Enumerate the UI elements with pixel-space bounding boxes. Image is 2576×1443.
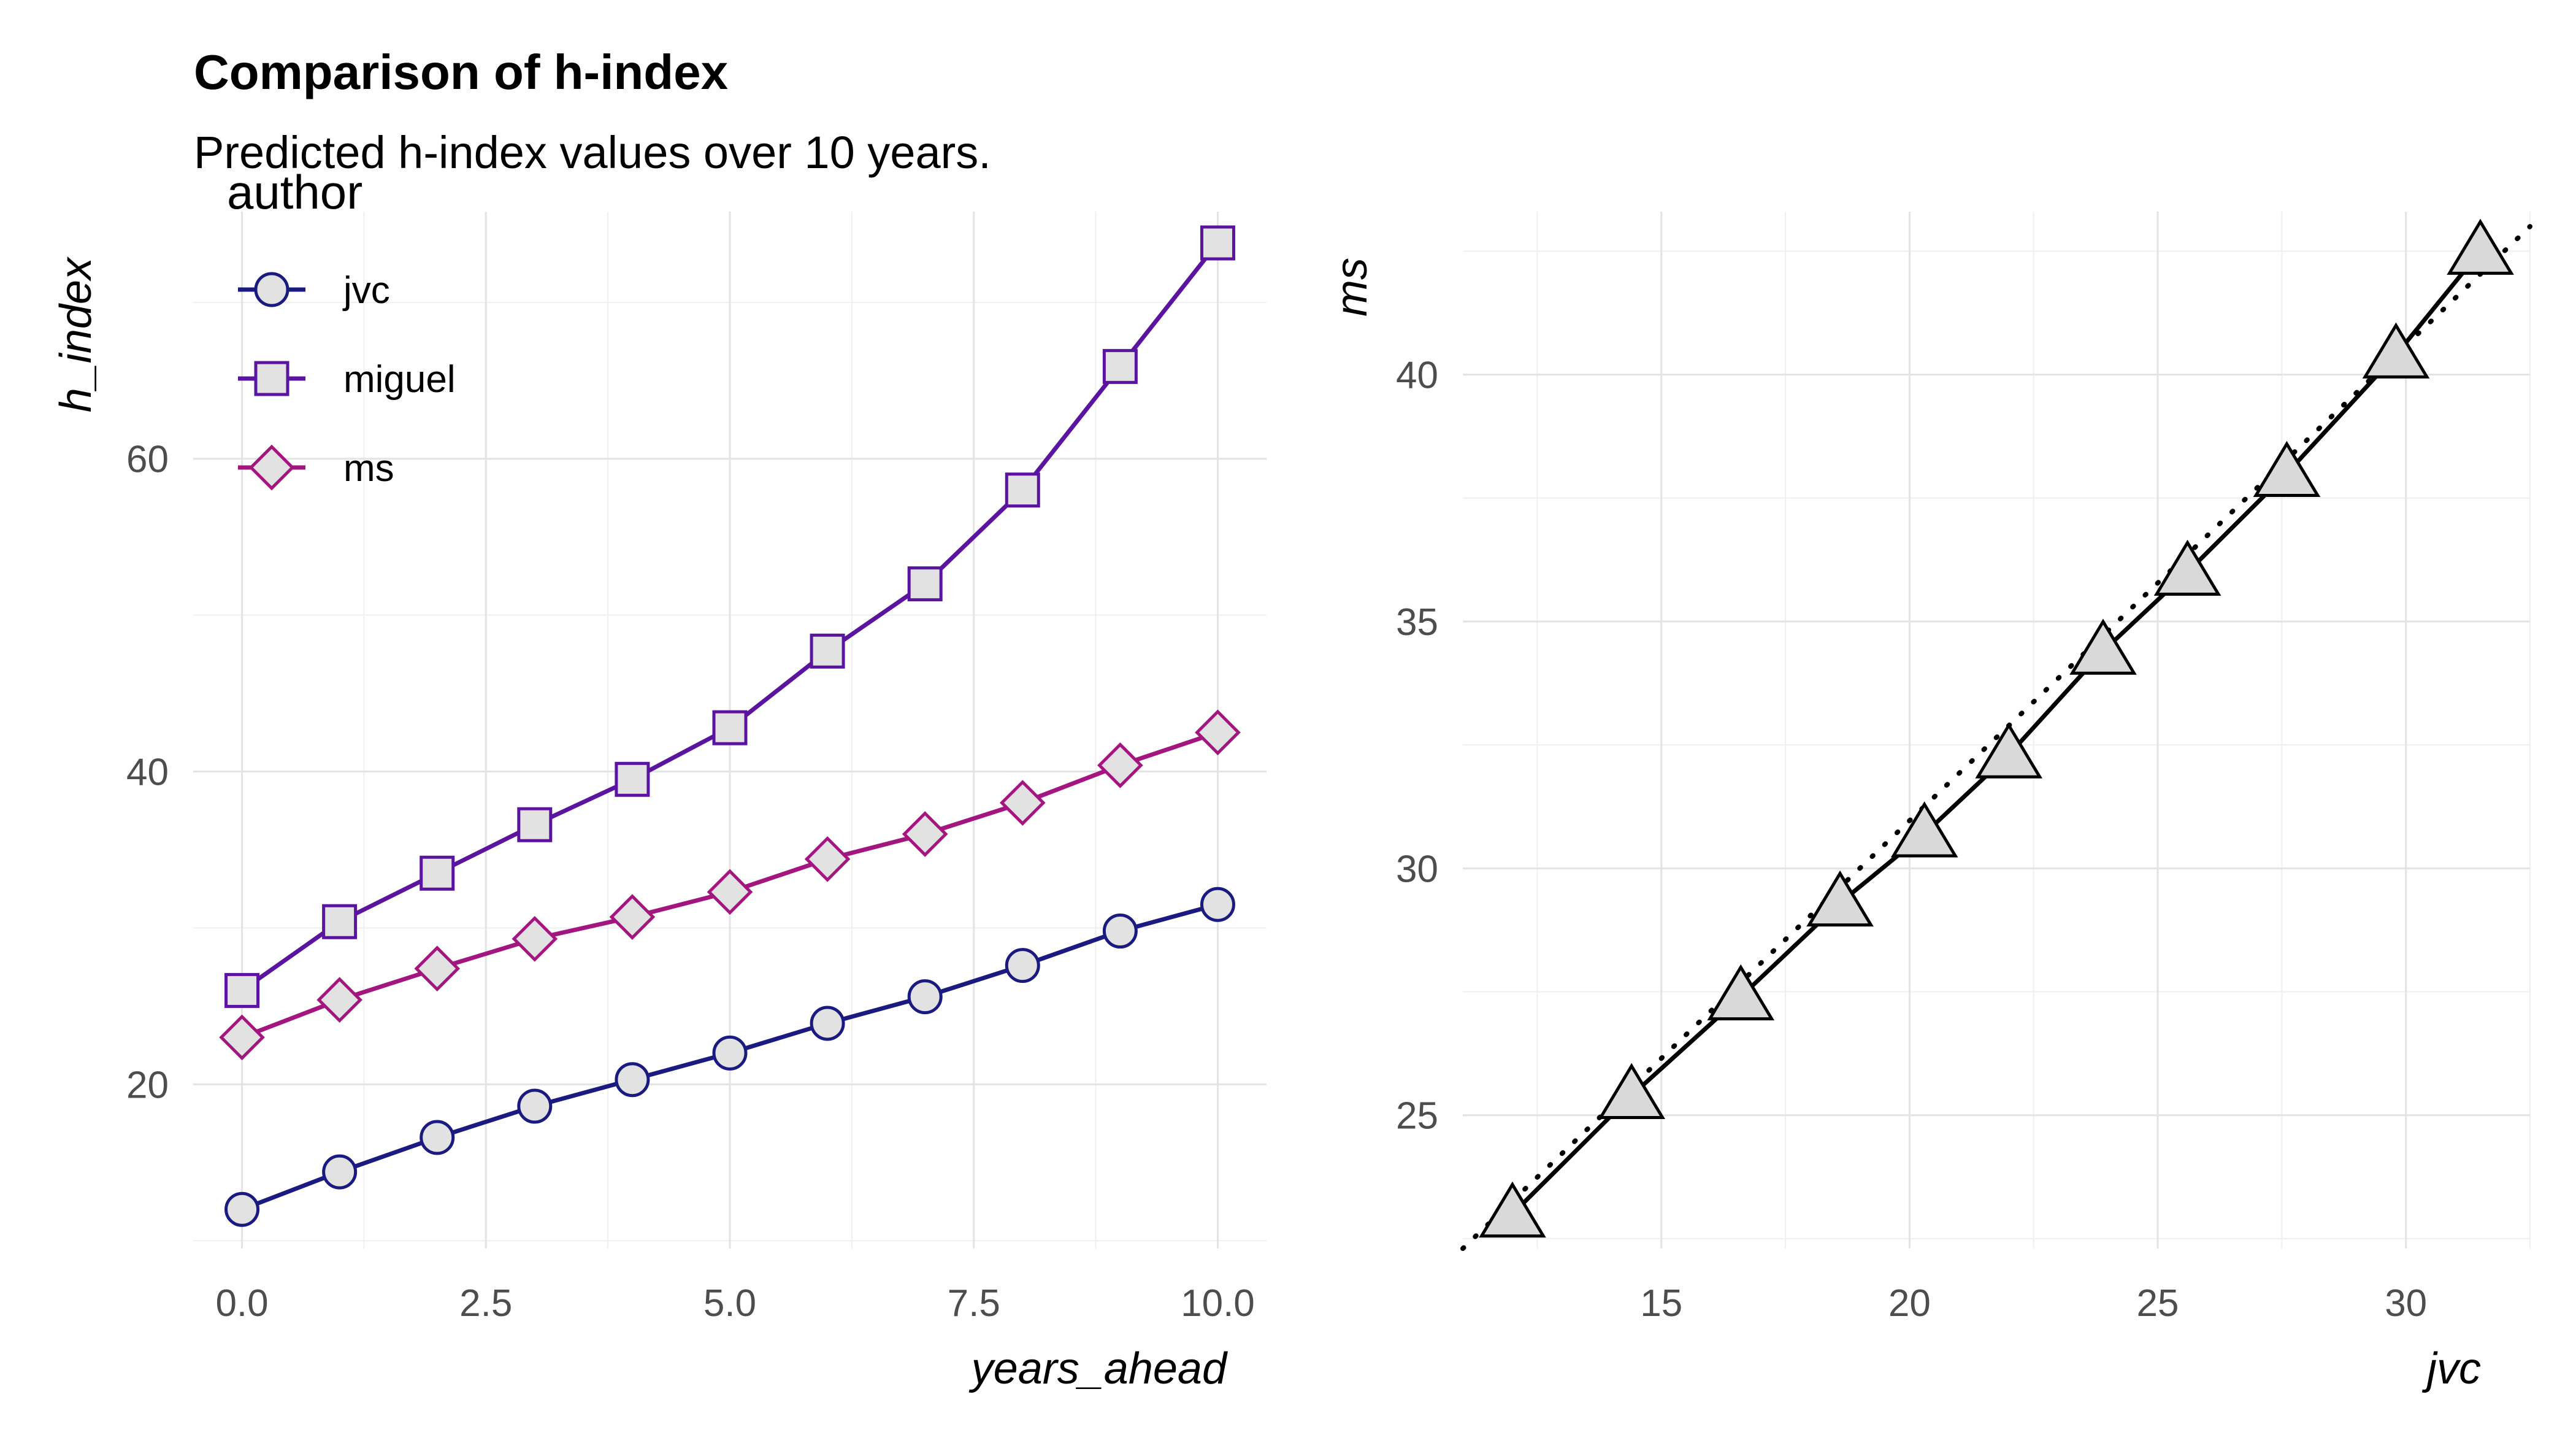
data-point bbox=[1975, 722, 2043, 779]
left-panel-h-index-lines: 0.0 2.5 5.0 7.5 10.0 20 40 60 years_ahead h_index bbox=[52, 212, 1267, 1393]
x-tick-label: 30 bbox=[2385, 1282, 2427, 1325]
data-point-miguel bbox=[712, 710, 748, 745]
data-point-jvc bbox=[907, 979, 943, 1015]
legend-label-jvc: jvc bbox=[342, 269, 390, 312]
data-point-ms bbox=[804, 836, 851, 882]
data-point-miguel bbox=[810, 633, 845, 669]
x-axis-title: jvc bbox=[2421, 1344, 2481, 1393]
data-point-ms bbox=[219, 1014, 265, 1061]
data-point-jvc bbox=[810, 1006, 845, 1041]
right-panel-jvc-vs-ms-scatter: 15 20 25 30 25 30 35 40 jvc ms bbox=[1327, 212, 2532, 1393]
legend-marker-miguel bbox=[254, 361, 289, 396]
data-point-jvc bbox=[615, 1062, 650, 1098]
x-tick-label: 10.0 bbox=[1181, 1282, 1255, 1325]
data-point-jvc bbox=[712, 1035, 748, 1071]
data-point-miguel bbox=[907, 566, 943, 602]
data-point bbox=[2153, 539, 2221, 596]
y-axis-title: h_index bbox=[52, 256, 101, 412]
data-point-ms bbox=[902, 811, 948, 857]
x-tick-label: 20 bbox=[1888, 1282, 1931, 1325]
x-axis-title: years_ahead bbox=[968, 1344, 1228, 1393]
data-point bbox=[2362, 322, 2430, 379]
y-tick-label: 60 bbox=[126, 439, 169, 481]
data-point-jvc bbox=[1005, 948, 1040, 983]
y-tick-label: 40 bbox=[126, 752, 169, 794]
data-point-miguel bbox=[1200, 225, 1235, 261]
data-point-ms bbox=[609, 894, 656, 940]
data-point-miguel bbox=[615, 761, 650, 797]
series-line bbox=[1511, 250, 2482, 1216]
reference-line bbox=[1460, 224, 2532, 1251]
data-point bbox=[1806, 870, 1874, 927]
data-point-miguel bbox=[517, 807, 553, 842]
y-tick-label: 40 bbox=[1396, 355, 1438, 397]
data-point-ms bbox=[707, 869, 753, 915]
legend-label-miguel: miguel bbox=[343, 358, 456, 401]
y-axis-title: ms bbox=[1327, 258, 1376, 317]
data-point-miguel bbox=[1102, 348, 1138, 384]
data-point-ms bbox=[512, 915, 558, 962]
data-point-jvc bbox=[1102, 914, 1138, 949]
data-point-jvc bbox=[224, 1191, 260, 1227]
data-point bbox=[1890, 801, 1958, 858]
x-tick-label: 0.0 bbox=[215, 1282, 268, 1325]
data-point-miguel bbox=[420, 855, 455, 891]
data-point-jvc bbox=[420, 1120, 455, 1155]
data-point-ms bbox=[414, 945, 461, 992]
data-point-jvc bbox=[322, 1154, 358, 1190]
data-point bbox=[2069, 618, 2137, 675]
data-point-miguel bbox=[1005, 472, 1040, 508]
data-point-ms bbox=[316, 977, 362, 1023]
data-point bbox=[2253, 441, 2321, 498]
data-point-jvc bbox=[1200, 887, 1235, 922]
data-point bbox=[1598, 1063, 1665, 1120]
y-tick-label: 35 bbox=[1396, 601, 1438, 644]
data-point-ms bbox=[1195, 709, 1241, 756]
x-tick-label: 5.0 bbox=[703, 1282, 756, 1325]
x-tick-label: 7.5 bbox=[948, 1282, 1000, 1325]
chart-title: Comparison of h-index bbox=[194, 45, 729, 99]
y-tick-label: 20 bbox=[126, 1064, 169, 1106]
data-point-miguel bbox=[322, 904, 358, 939]
x-tick-label: 25 bbox=[2137, 1282, 2179, 1325]
x-tick-label: 15 bbox=[1640, 1282, 1682, 1325]
data-point-ms bbox=[1097, 742, 1143, 788]
chart-subtitle: Predicted h-index values over 10 years. bbox=[194, 127, 991, 178]
data-point-ms bbox=[999, 780, 1046, 826]
legend-label-ms: ms bbox=[343, 447, 394, 490]
legend-title: author bbox=[227, 165, 362, 219]
data-point bbox=[1479, 1181, 1546, 1238]
data-point bbox=[1707, 964, 1775, 1021]
data-point bbox=[2447, 218, 2514, 275]
y-tick-label: 30 bbox=[1396, 848, 1438, 890]
legend-marker-jvc bbox=[254, 272, 289, 307]
legend-marker-ms bbox=[248, 444, 295, 491]
data-point-miguel bbox=[224, 972, 260, 1008]
x-tick-label: 2.5 bbox=[459, 1282, 512, 1325]
legend: author jvc miguel ms bbox=[227, 165, 456, 491]
y-tick-label: 25 bbox=[1396, 1095, 1438, 1137]
data-point-jvc bbox=[517, 1088, 553, 1124]
